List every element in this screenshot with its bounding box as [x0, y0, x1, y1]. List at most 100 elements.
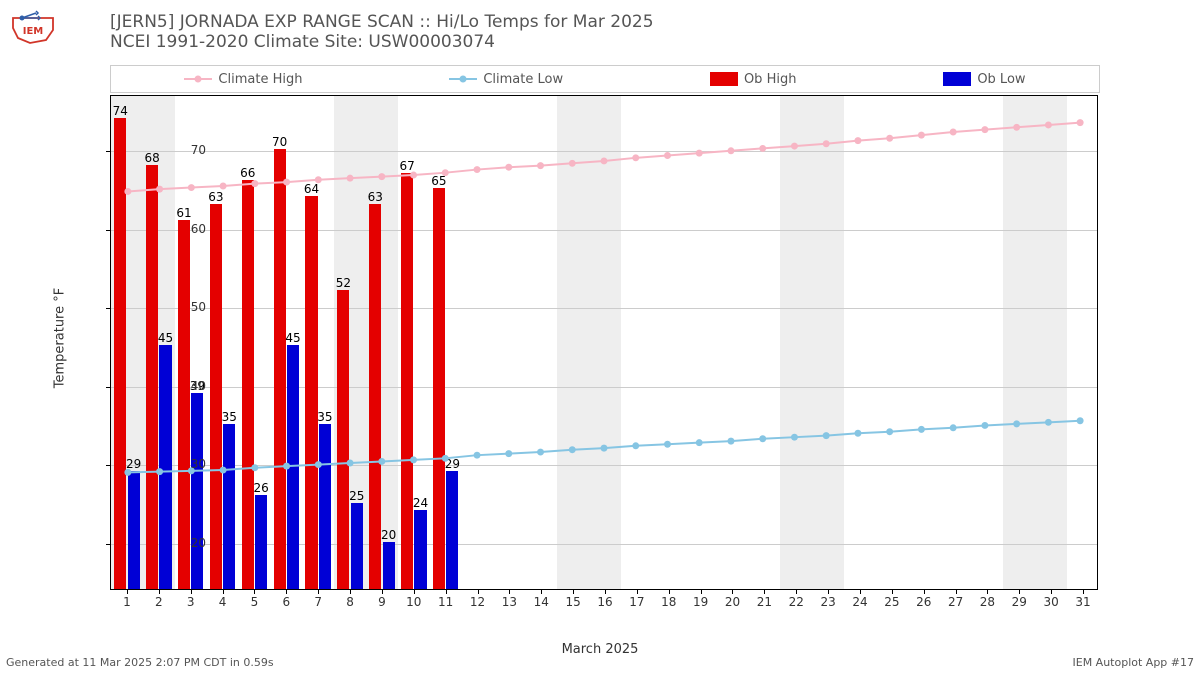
footer-app: IEM Autoplot App #17 — [1073, 656, 1195, 669]
chart-title: [JERN5] JORNADA EXP RANGE SCAN :: Hi/Lo … — [110, 12, 654, 52]
climate-high-marker — [664, 152, 671, 159]
xtick-label: 17 — [629, 595, 644, 609]
climate-high-marker — [981, 126, 988, 133]
climate-high-marker — [696, 150, 703, 157]
climate-high-marker — [823, 140, 830, 147]
xtick-label: 19 — [693, 595, 708, 609]
climate-low-marker — [854, 430, 861, 437]
iem-logo: IEM — [8, 8, 58, 48]
climate-high-marker — [1077, 119, 1084, 126]
climate-high-marker — [505, 164, 512, 171]
climate-high-marker — [442, 169, 449, 176]
ytick-label: 60 — [191, 222, 206, 236]
climate-low-marker — [537, 449, 544, 456]
climate-low-marker — [886, 428, 893, 435]
xtick-label: 18 — [661, 595, 676, 609]
climate-high-line — [128, 123, 1080, 192]
climate-high-marker — [569, 160, 576, 167]
climate-low-marker — [251, 464, 258, 471]
climate-low-marker — [601, 445, 608, 452]
climate-high-marker — [1013, 124, 1020, 131]
climate-low-marker — [124, 469, 131, 476]
xtick-label: 25 — [884, 595, 899, 609]
legend-label: Climate High — [218, 72, 302, 87]
xtick-label: 26 — [916, 595, 931, 609]
climate-high-marker — [188, 184, 195, 191]
xtick-label: 16 — [597, 595, 612, 609]
ytick-label: 70 — [191, 143, 206, 157]
xtick-label: 9 — [378, 595, 386, 609]
climate-low-marker — [918, 426, 925, 433]
climate-low-marker — [1077, 417, 1084, 424]
xtick-label: 10 — [406, 595, 421, 609]
legend-ob-high: Ob High — [710, 72, 797, 87]
legend-label: Climate Low — [483, 72, 563, 87]
footer-generated: Generated at 11 Mar 2025 2:07 PM CDT in … — [6, 656, 274, 669]
climate-high-marker — [220, 183, 227, 190]
climate-low-marker — [569, 446, 576, 453]
xtick-label: 29 — [1012, 595, 1027, 609]
ytick-label: 30 — [191, 457, 206, 471]
climate-low-marker — [315, 461, 322, 468]
legend-ob-low: Ob Low — [943, 72, 1025, 87]
climate-low-marker — [791, 434, 798, 441]
climate-high-marker — [601, 157, 608, 164]
climate-low-marker — [378, 458, 385, 465]
y-axis-label: Temperature °F — [53, 287, 68, 387]
climate-high-marker — [315, 176, 322, 183]
climate-low-marker — [410, 456, 417, 463]
legend-swatch-icon — [710, 72, 738, 86]
xtick-label: 5 — [251, 595, 259, 609]
climate-low-marker — [981, 422, 988, 429]
ytick-label: 40 — [191, 379, 206, 393]
xtick-label: 4 — [219, 595, 227, 609]
x-axis-label: March 2025 — [562, 642, 639, 657]
legend-swatch-icon — [943, 72, 971, 86]
legend-label: Ob High — [744, 72, 797, 87]
svg-text:IEM: IEM — [23, 26, 44, 37]
climate-low-marker — [727, 438, 734, 445]
legend-line-icon — [449, 78, 477, 80]
climate-high-marker — [759, 145, 766, 152]
legend-climate-low: Climate Low — [449, 72, 563, 87]
xtick-label: 23 — [820, 595, 835, 609]
title-line-1: [JERN5] JORNADA EXP RANGE SCAN :: Hi/Lo … — [110, 12, 654, 32]
xtick-label: 24 — [852, 595, 867, 609]
chart-legend: Climate High Climate Low Ob High Ob Low — [110, 65, 1100, 93]
xtick-label: 13 — [502, 595, 517, 609]
xtick-label: 1 — [123, 595, 131, 609]
legend-label: Ob Low — [977, 72, 1025, 87]
climate-low-marker — [442, 455, 449, 462]
xtick-label: 31 — [1075, 595, 1090, 609]
chart-plot-area: 1234567891011121314151617181920212223242… — [110, 95, 1098, 590]
xtick-label: 11 — [438, 595, 453, 609]
climate-low-marker — [474, 452, 481, 459]
climate-low-marker — [632, 442, 639, 449]
climate-low-marker — [1045, 419, 1052, 426]
xtick-label: 21 — [757, 595, 772, 609]
legend-climate-high: Climate High — [184, 72, 302, 87]
xtick-label: 12 — [470, 595, 485, 609]
climate-low-marker — [696, 439, 703, 446]
xtick-label: 14 — [534, 595, 549, 609]
legend-line-icon — [184, 78, 212, 80]
climate-high-marker — [347, 175, 354, 182]
climate-low-marker — [1013, 420, 1020, 427]
climate-high-marker — [791, 143, 798, 150]
climate-high-marker — [378, 173, 385, 180]
climate-low-marker — [156, 468, 163, 475]
climate-high-marker — [727, 147, 734, 154]
line-layer — [111, 96, 1097, 589]
ytick-label: 50 — [191, 300, 206, 314]
climate-high-marker — [410, 172, 417, 179]
ytick-label: 20 — [191, 536, 206, 550]
xtick-label: 2 — [155, 595, 163, 609]
climate-high-marker — [918, 132, 925, 139]
climate-low-marker — [950, 424, 957, 431]
climate-high-marker — [251, 180, 258, 187]
xtick-label: 15 — [565, 595, 580, 609]
climate-high-marker — [854, 137, 861, 144]
climate-low-marker — [220, 467, 227, 474]
xtick-label: 27 — [948, 595, 963, 609]
climate-high-marker — [1045, 121, 1052, 128]
